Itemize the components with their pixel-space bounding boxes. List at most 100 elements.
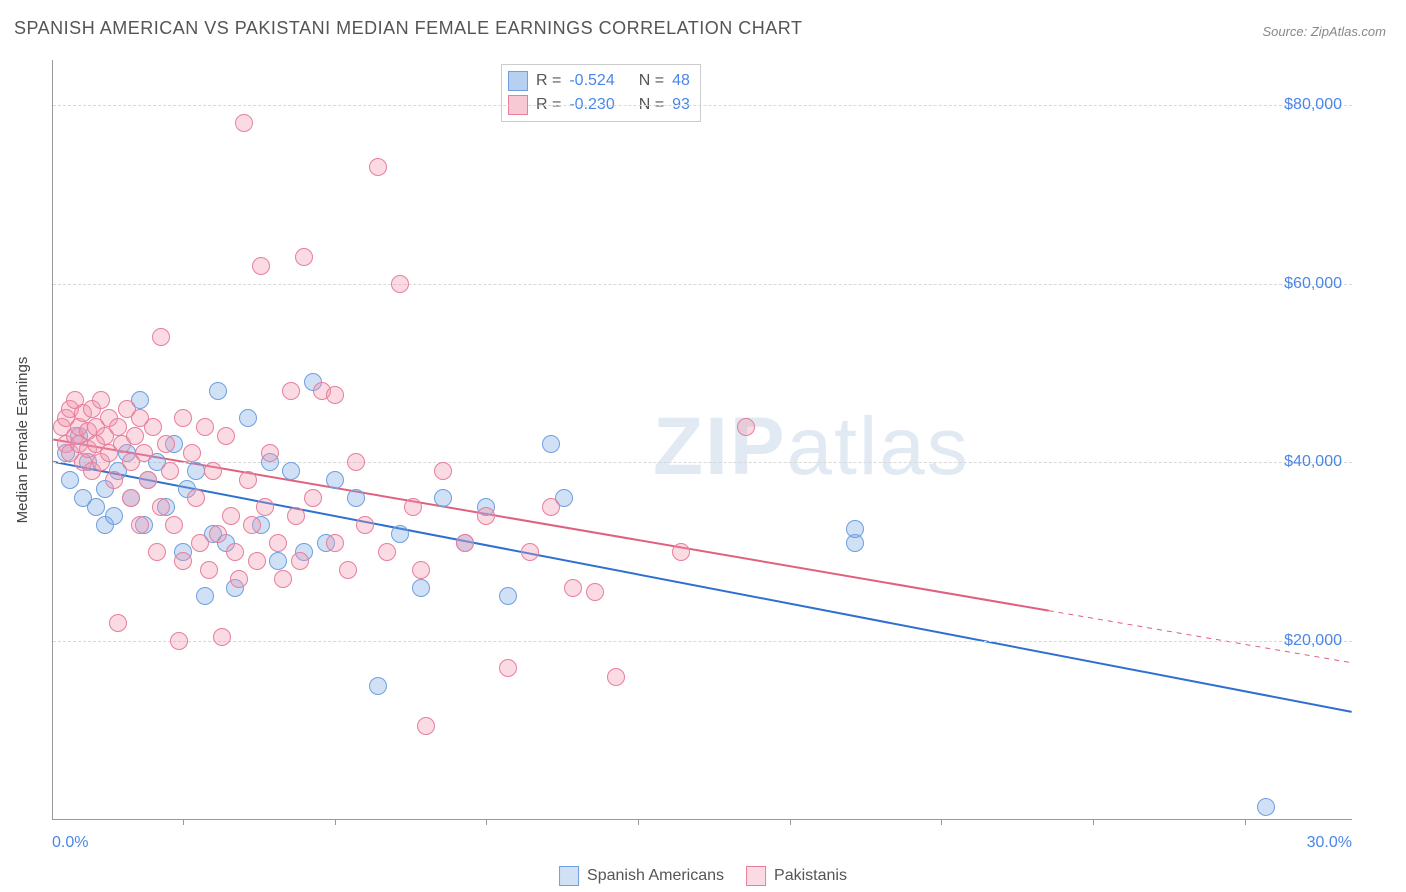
data-point [326,471,344,489]
data-point [434,462,452,480]
data-point [109,614,127,632]
data-point [347,453,365,471]
data-point [391,275,409,293]
data-point [92,391,110,409]
data-point [248,552,266,570]
correlation-legend: R =-0.524N =48R =-0.230N =93 [501,64,701,122]
data-point [161,462,179,480]
legend-item-series1: Spanish Americans [559,866,724,886]
plot-area: ZIPatlas R =-0.524N =48R =-0.230N =93 $2… [52,60,1352,820]
data-point [269,552,287,570]
bottom-legend: Spanish Americans Pakistanis [559,866,847,886]
data-point [148,543,166,561]
data-point [183,444,201,462]
y-tick-label: $40,000 [1284,453,1342,471]
data-point [239,471,257,489]
r-label: R = [536,72,561,90]
data-point [282,382,300,400]
data-point [564,579,582,597]
n-value: 48 [672,72,690,90]
data-point [222,507,240,525]
data-point [542,435,560,453]
x-tick [1093,819,1094,825]
y-tick-label: $60,000 [1284,275,1342,293]
source-attribution: Source: ZipAtlas.com [1262,24,1386,39]
y-tick-label: $20,000 [1284,632,1342,650]
legend-item-series2: Pakistanis [746,866,847,886]
x-tick [183,819,184,825]
data-point [226,543,244,561]
data-point [378,543,396,561]
gridline [53,641,1352,642]
data-point [230,570,248,588]
legend-swatch-series1 [559,866,579,886]
data-point [191,534,209,552]
data-point [586,583,604,601]
legend-label-series2: Pakistanis [774,867,847,885]
data-point [157,435,175,453]
y-tick-label: $80,000 [1284,96,1342,114]
data-point [256,498,274,516]
data-point [126,427,144,445]
data-point [152,328,170,346]
data-point [139,471,157,489]
data-point [521,543,539,561]
gridline [53,462,1352,463]
legend-label-series1: Spanish Americans [587,867,724,885]
watermark: ZIPatlas [653,400,970,494]
data-point [456,534,474,552]
data-point [607,668,625,686]
data-point [304,489,322,507]
data-point [347,489,365,507]
data-point [339,561,357,579]
x-tick [790,819,791,825]
x-tick [638,819,639,825]
data-point [326,386,344,404]
data-point [239,409,257,427]
data-point [404,498,422,516]
data-point [846,520,864,538]
data-point [737,418,755,436]
data-point [499,659,517,677]
data-point [672,543,690,561]
data-point [87,498,105,516]
data-point [170,632,188,650]
data-point [196,418,214,436]
data-point [131,516,149,534]
r-value: -0.524 [569,72,614,90]
data-point [282,462,300,480]
x-tick [335,819,336,825]
x-axis-max-label: 30.0% [1307,834,1352,852]
data-point [196,587,214,605]
data-point [135,444,153,462]
watermark-bold: ZIP [653,401,787,492]
data-point [200,561,218,579]
data-point [109,418,127,436]
x-tick [486,819,487,825]
data-point [356,516,374,534]
legend-swatch-series2 [746,866,766,886]
data-point [61,471,79,489]
data-point [261,444,279,462]
x-axis-min-label: 0.0% [52,834,88,852]
source-label: Source: [1262,24,1310,39]
data-point [187,489,205,507]
data-point [174,552,192,570]
data-point [122,489,140,507]
data-point [326,534,344,552]
data-point [209,382,227,400]
data-point [369,158,387,176]
n-label: N = [639,72,664,90]
data-point [187,462,205,480]
data-point [295,248,313,266]
data-point [412,561,430,579]
chart-title: SPANISH AMERICAN VS PAKISTANI MEDIAN FEM… [14,18,802,39]
data-point [477,507,495,525]
data-point [213,628,231,646]
gridline [53,284,1352,285]
corr-legend-row: R = -0.524 N = 48 [508,69,690,93]
data-point [174,409,192,427]
data-point [105,471,123,489]
corr-swatch [508,71,528,91]
data-point [269,534,287,552]
